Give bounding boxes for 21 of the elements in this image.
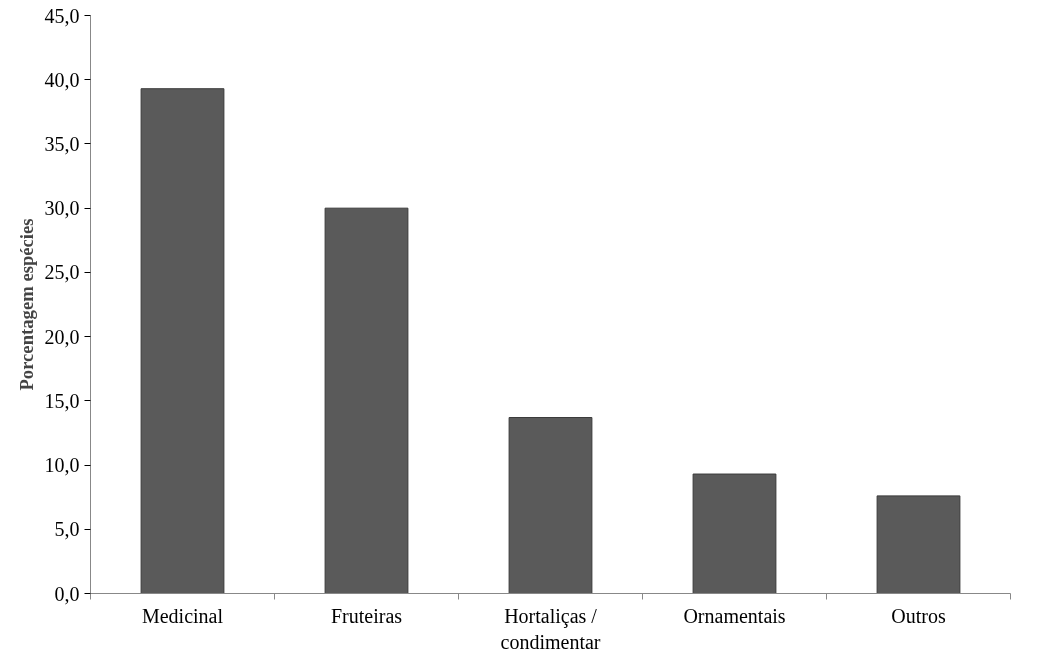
y-tick-label: 20,0: [44, 325, 80, 348]
y-tick-label: 40,0: [44, 68, 80, 91]
x-tick-label: Medicinal: [141, 604, 224, 627]
y-tick-label: 15,0: [44, 389, 80, 412]
x-tick-label: Hortaliças / condimentar: [500, 604, 601, 653]
y-tick-label: 0,0: [54, 582, 80, 605]
bar: [140, 88, 225, 594]
x-tick-label: Outros: [891, 604, 946, 627]
y-tick-label: 10,0: [44, 454, 80, 477]
bar: [876, 495, 961, 594]
y-tick-label: 5,0: [54, 518, 80, 541]
bar: [692, 473, 777, 594]
y-tick-label: 35,0: [44, 132, 80, 155]
x-tick-label: Ornamentais: [683, 604, 786, 627]
x-tick-label: Fruteiras: [330, 604, 403, 627]
bar: [324, 207, 409, 594]
bar: [508, 417, 593, 594]
y-tick-label: 25,0: [44, 261, 80, 284]
y-tick-label: 45,0: [44, 4, 80, 27]
y-tick-label: 30,0: [44, 197, 80, 220]
y-axis-title: Porcentagem espécies: [15, 218, 37, 391]
